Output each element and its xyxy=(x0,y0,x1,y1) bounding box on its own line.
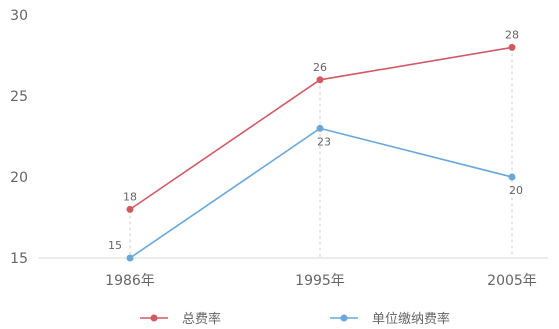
data-point xyxy=(126,205,134,213)
data-label: 18 xyxy=(123,190,137,203)
x-tick-label: 1995年 xyxy=(295,273,345,289)
data-point xyxy=(126,254,134,262)
legend-swatch-dot xyxy=(150,314,158,322)
legend: 总费率 单位缴纳费率 xyxy=(140,311,450,327)
y-tick-label: 30 xyxy=(10,8,28,24)
series-total-rate: 18 26 28 xyxy=(123,28,519,213)
y-tick-label: 15 xyxy=(10,251,28,267)
y-tick-label: 20 xyxy=(10,170,28,186)
y-tick-label: 25 xyxy=(10,89,28,105)
legend-item-total-rate: 总费率 xyxy=(140,311,221,327)
x-axis-ticks: 1986年 1995年 2005年 xyxy=(105,273,537,289)
x-tick-label: 1986年 xyxy=(105,273,155,289)
y-axis-ticks: 15 20 25 30 xyxy=(10,8,28,267)
data-label: 23 xyxy=(317,135,331,148)
series-employer-rate: 15 23 20 xyxy=(108,124,523,262)
legend-label: 总费率 xyxy=(182,311,221,327)
data-label: 20 xyxy=(509,184,523,197)
legend-swatch-dot xyxy=(340,314,348,322)
legend-item-employer-rate: 单位缴纳费率 xyxy=(330,311,450,327)
data-point xyxy=(316,76,324,84)
data-label: 15 xyxy=(108,239,122,252)
data-label: 28 xyxy=(505,28,519,41)
data-point xyxy=(316,124,324,132)
legend-label: 单位缴纳费率 xyxy=(372,311,450,327)
vertical-guides xyxy=(129,47,513,258)
x-tick-label: 2005年 xyxy=(487,273,537,289)
data-point xyxy=(508,173,516,181)
data-point xyxy=(508,43,516,51)
data-label: 26 xyxy=(313,61,327,74)
